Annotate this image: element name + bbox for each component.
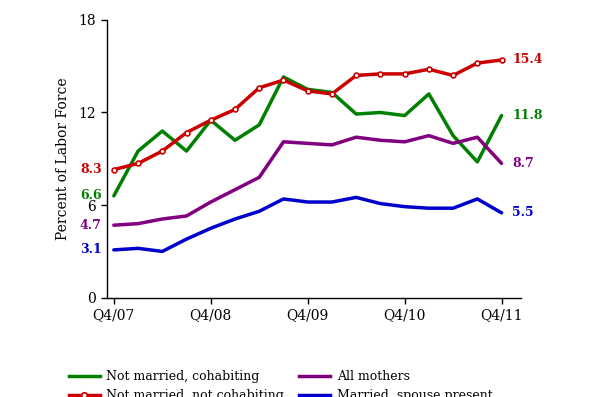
Legend: Not married, cohabiting, Not married, not cohabiting, All mothers, Married, spou: Not married, cohabiting, Not married, no… <box>64 365 497 397</box>
Y-axis label: Percent of Labor Force: Percent of Labor Force <box>56 77 70 240</box>
Text: 6.6: 6.6 <box>80 189 102 202</box>
Text: 8.3: 8.3 <box>80 163 102 176</box>
Text: 11.8: 11.8 <box>513 109 543 122</box>
Text: 5.5: 5.5 <box>513 206 534 219</box>
Text: 4.7: 4.7 <box>80 219 102 232</box>
Text: 8.7: 8.7 <box>513 157 534 170</box>
Text: 15.4: 15.4 <box>513 54 543 66</box>
Text: 3.1: 3.1 <box>80 243 102 256</box>
